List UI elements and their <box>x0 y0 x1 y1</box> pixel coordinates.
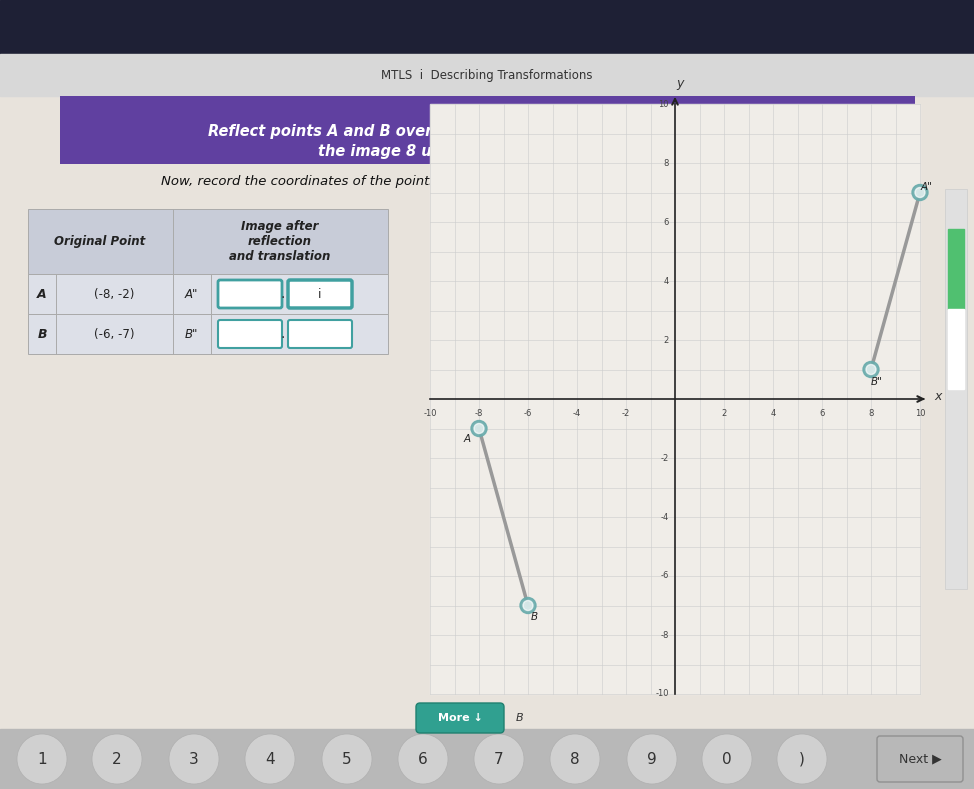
Text: A": A" <box>184 287 198 301</box>
Text: 10: 10 <box>915 409 925 418</box>
Text: 2: 2 <box>722 409 727 418</box>
Text: ): ) <box>799 751 805 766</box>
Text: 0: 0 <box>722 751 731 766</box>
Text: 10: 10 <box>658 99 669 109</box>
Text: Original Point: Original Point <box>55 235 146 248</box>
Text: -4: -4 <box>573 409 581 418</box>
Bar <box>0 96 974 729</box>
Circle shape <box>322 734 372 784</box>
FancyBboxPatch shape <box>877 736 963 782</box>
FancyBboxPatch shape <box>288 320 352 348</box>
Text: A": A" <box>920 181 932 192</box>
Text: -8: -8 <box>660 630 669 640</box>
Text: 8: 8 <box>868 409 874 418</box>
FancyBboxPatch shape <box>288 280 352 308</box>
Bar <box>948 309 964 389</box>
Bar <box>0 0 974 54</box>
Text: 7: 7 <box>494 751 504 766</box>
Circle shape <box>169 734 219 784</box>
Text: (-6, -7): (-6, -7) <box>94 327 134 341</box>
Text: .: . <box>281 327 285 341</box>
Text: the image 8 units up and 2 units right.  🔊: the image 8 units up and 2 units right. … <box>318 144 656 159</box>
Text: More ↓: More ↓ <box>437 713 482 723</box>
Text: .: . <box>281 287 285 301</box>
FancyBboxPatch shape <box>416 703 504 733</box>
Text: -10: -10 <box>424 409 436 418</box>
Circle shape <box>866 365 876 375</box>
Circle shape <box>471 421 487 436</box>
Circle shape <box>627 734 677 784</box>
Circle shape <box>474 424 484 433</box>
Text: 2: 2 <box>663 335 669 345</box>
Text: 6: 6 <box>418 751 428 766</box>
Text: -10: -10 <box>656 690 669 698</box>
Circle shape <box>245 734 295 784</box>
Text: B": B" <box>184 327 198 341</box>
FancyBboxPatch shape <box>218 280 282 308</box>
Circle shape <box>915 188 925 197</box>
Bar <box>0 729 974 789</box>
Bar <box>948 229 964 309</box>
Circle shape <box>17 734 67 784</box>
Bar <box>945 189 967 589</box>
Text: y: y <box>676 77 684 90</box>
Text: 4: 4 <box>265 751 275 766</box>
Bar <box>0 54 974 96</box>
Bar <box>28 314 388 354</box>
Text: Reflect points A and B over the y-axis. Then, translate the points in: Reflect points A and B over the y-axis. … <box>208 124 766 139</box>
Text: 3: 3 <box>189 751 199 766</box>
Text: -8: -8 <box>474 409 483 418</box>
Text: 4: 4 <box>663 276 669 286</box>
Text: (-8, -2): (-8, -2) <box>94 287 134 301</box>
Circle shape <box>863 361 879 377</box>
FancyBboxPatch shape <box>218 320 282 348</box>
Text: B: B <box>516 713 524 723</box>
Circle shape <box>777 734 827 784</box>
Text: 6: 6 <box>819 409 825 418</box>
Text: Image after
reflection
and translation: Image after reflection and translation <box>229 220 331 263</box>
Text: A: A <box>37 287 47 301</box>
Text: 8: 8 <box>663 159 669 167</box>
Text: -6: -6 <box>524 409 532 418</box>
Text: 5: 5 <box>342 751 352 766</box>
Text: B: B <box>37 327 47 341</box>
Circle shape <box>702 734 752 784</box>
Bar <box>28 209 388 274</box>
Text: -2: -2 <box>660 454 669 462</box>
Text: i: i <box>318 287 321 301</box>
Text: 4: 4 <box>770 409 775 418</box>
Text: -6: -6 <box>660 571 669 581</box>
Text: A: A <box>464 433 470 443</box>
Circle shape <box>398 734 448 784</box>
Circle shape <box>520 597 536 614</box>
Text: x: x <box>934 390 942 402</box>
Text: Next ▶: Next ▶ <box>899 753 942 765</box>
Circle shape <box>912 185 928 200</box>
Text: 6: 6 <box>663 218 669 226</box>
Text: Now, record the coordinates of the points in the image, A'' and B''.  🔊: Now, record the coordinates of the point… <box>161 174 619 188</box>
Text: 8: 8 <box>570 751 580 766</box>
Text: B: B <box>531 612 538 623</box>
Circle shape <box>550 734 600 784</box>
Text: 1: 1 <box>37 751 47 766</box>
Text: -2: -2 <box>621 409 630 418</box>
Bar <box>60 96 915 164</box>
Text: -4: -4 <box>660 513 669 522</box>
Circle shape <box>474 734 524 784</box>
Text: 9: 9 <box>647 751 656 766</box>
Text: B": B" <box>871 376 883 387</box>
Circle shape <box>523 600 533 611</box>
Bar <box>430 104 920 694</box>
Text: 2: 2 <box>112 751 122 766</box>
Bar <box>28 274 388 314</box>
Text: MTLS  i  Describing Transformations: MTLS i Describing Transformations <box>381 69 593 81</box>
Circle shape <box>92 734 142 784</box>
